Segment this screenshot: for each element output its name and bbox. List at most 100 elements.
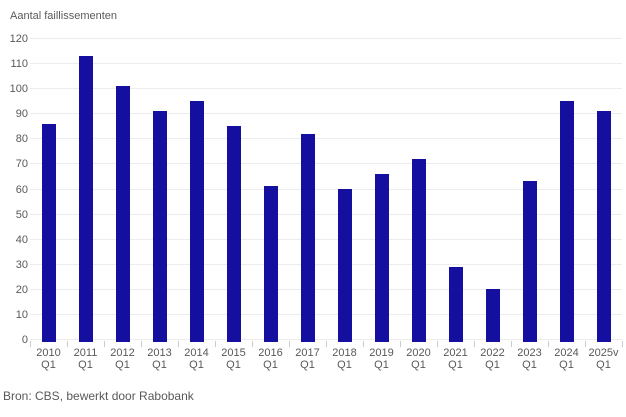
bar-2024-q1 [559,101,574,342]
x-tick-label-2015: 2015 Q1 [215,347,252,371]
x-tick-quarter: Q1 [448,359,463,371]
x-axis-tick [30,341,31,347]
x-tick-quarter: Q1 [115,359,130,371]
x-tick-year: 2010 [36,347,61,359]
x-tick-quarter: Q1 [226,359,241,371]
gridline-110 [30,63,622,65]
x-tick-quarter: Q1 [300,359,315,371]
gridline-100 [30,88,622,90]
y-tick-label-10: 10 [15,308,28,321]
y-tick-label-110: 110 [10,58,28,71]
x-tick-year: 2024 [554,347,579,359]
x-tick-quarter: Q1 [411,359,426,371]
bar-2016-q1 [263,186,278,342]
gridline-80 [30,138,622,140]
gridline-90 [30,113,622,115]
x-tick-year: 2012 [110,347,135,359]
y-tick-label-80: 80 [15,133,28,146]
bar-2021-q1 [448,266,463,342]
x-tick-label-2011: 2011 Q1 [67,347,104,371]
y-tick-label-100: 100 [9,83,28,96]
x-tick-year: 2016 [258,347,283,359]
x-tick-quarter: Q1 [337,359,352,371]
y-tick-label-30: 30 [15,258,28,271]
x-tick-year: 2014 [184,347,209,359]
x-axis-tick [104,341,105,347]
x-axis-tick [178,341,179,347]
y-tick-label-120: 120 [9,33,28,45]
x-tick-year: 2020 [406,347,431,359]
x-tick-year: 2025v [588,347,619,359]
x-tick-year: 2022 [480,347,505,359]
x-tick-label-2014: 2014 Q1 [178,347,215,371]
x-tick-label-2023: 2023 Q1 [511,347,548,371]
bar-2018-q1 [337,189,352,342]
x-tick-label-2024: 2024 Q1 [548,347,585,371]
gridline-30 [30,263,622,265]
bar-2012-q1 [115,86,130,342]
bar-2013-q1 [152,111,167,342]
x-tick-year: 2019 [369,347,394,359]
x-tick-label-2010: 2010 Q1 [30,347,67,371]
gridline-50 [30,213,622,215]
bar-2019-q1 [374,173,389,342]
x-axis-tick [215,341,216,347]
gridline-10 [30,313,622,315]
x-tick-label-2025v: 2025v Q1 [585,347,622,371]
x-tick-quarter: Q1 [78,359,93,371]
x-axis-tick [252,341,253,347]
bar-2020-q1 [411,158,426,342]
x-tick-label-2020: 2020 Q1 [400,347,437,371]
x-tick-year: 2021 [443,347,468,359]
gridline-120 [30,38,622,39]
x-tick-quarter: Q1 [522,359,537,371]
gridline-60 [30,188,622,190]
bar-2014-q1 [189,101,204,342]
x-axis-tick [289,341,290,347]
x-tick-year: 2011 [73,347,98,359]
gridline-70 [30,163,622,165]
bar-2025v-q1 [596,111,611,342]
x-tick-quarter: Q1 [189,359,204,371]
x-tick-label-2017: 2017 Q1 [289,347,326,371]
x-axis-tick [474,341,475,347]
x-axis-tick [363,341,364,347]
bar-2023-q1 [522,181,537,342]
y-tick-label-0: 0 [21,334,28,346]
y-tick-label-90: 90 [15,108,28,121]
bar-2017-q1 [300,133,315,342]
y-axis: 0 10 20 30 40 50 60 70 80 90 100 110 120 [0,0,30,360]
x-axis-tick [326,341,327,347]
x-axis-tick [400,341,401,347]
x-tick-year: 2018 [332,347,357,359]
x-axis-tick [67,341,68,347]
gridline-0 [30,339,622,340]
x-tick-quarter: Q1 [374,359,389,371]
x-axis-tick [548,341,549,347]
x-tick-quarter: Q1 [485,359,500,371]
x-tick-year: 2013 [147,347,172,359]
x-tick-label-2019: 2019 Q1 [363,347,400,371]
x-tick-quarter: Q1 [152,359,167,371]
x-tick-label-2022: 2022 Q1 [474,347,511,371]
x-tick-quarter: Q1 [41,359,56,371]
x-tick-year: 2017 [295,347,320,359]
x-tick-label-2021: 2021 Q1 [437,347,474,371]
x-axis-tick [622,341,623,347]
bar-2010-q1 [41,123,56,342]
x-axis-tick [141,341,142,347]
x-tick-quarter: Q1 [596,359,611,371]
x-axis-tick [437,341,438,347]
chart-title: Aantal faillissementen [10,10,118,22]
x-tick-year: 2015 [221,347,246,359]
bar-2022-q1 [485,289,500,342]
source-note: Bron: CBS, bewerkt door Rabobank [3,389,194,403]
plot-area [30,38,622,342]
x-tick-quarter: Q1 [263,359,278,371]
x-tick-label-2018: 2018 Q1 [326,347,363,371]
x-tick-year: 2023 [517,347,542,359]
y-tick-label-20: 20 [15,283,28,296]
x-tick-quarter: Q1 [559,359,574,371]
x-axis-tick [511,341,512,347]
